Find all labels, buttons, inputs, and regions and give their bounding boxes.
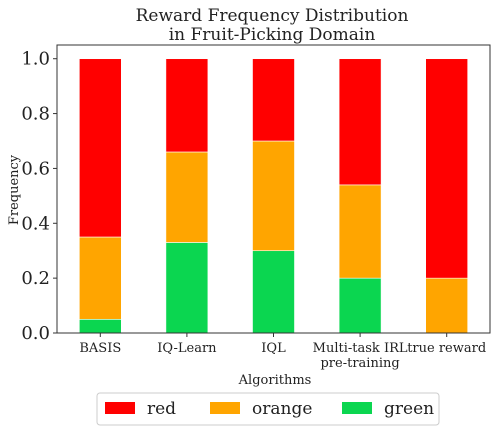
bar-orange-0 — [79, 236, 122, 320]
chart-title: Reward Frequency Distribution in Fruit-Pi… — [136, 6, 409, 45]
bar-orange-3 — [338, 184, 382, 279]
y-tick-label: 0.2 — [21, 268, 50, 289]
bar-green-3 — [338, 277, 382, 334]
x-axis-label: Algorithms — [238, 373, 312, 388]
bar-green-1 — [165, 242, 209, 334]
y-tick-label: 0.4 — [21, 213, 50, 234]
bar-orange-2 — [252, 140, 295, 252]
bar-red-3 — [338, 58, 382, 186]
bar-red-2 — [252, 58, 295, 142]
bar-orange-4 — [425, 277, 469, 334]
x-tick-label: true reward — [407, 341, 486, 356]
legend-label-red: red — [147, 399, 176, 419]
legend-swatch-red — [105, 402, 135, 414]
x-tick-label: IQ-Learn — [157, 341, 217, 356]
legend: red orange green — [96, 392, 440, 426]
x-tick-label: Multi-task IRL pre-training — [313, 341, 408, 371]
bar-orange-1 — [165, 151, 209, 243]
bar-green-2 — [252, 250, 295, 334]
x-tick-label: IQL — [261, 341, 286, 356]
y-tick-label: 0.6 — [21, 158, 50, 179]
y-tick-label: 0.0 — [21, 323, 50, 344]
plot-area: BASIS IQ-Learn IQL Multi-task IRL pre-traini… — [21, 44, 491, 371]
bar-red-1 — [165, 58, 209, 153]
y-tick-label: 0.8 — [21, 104, 50, 125]
bar-green-0 — [79, 318, 122, 334]
legend-swatch-orange — [210, 402, 240, 414]
legend-box — [96, 392, 440, 426]
bar-red-0 — [79, 58, 122, 238]
legend-swatch-green — [342, 402, 372, 414]
x-tick-label: BASIS — [79, 341, 121, 356]
legend-label-orange: orange — [252, 399, 312, 419]
bar-red-4 — [425, 58, 469, 279]
y-tick-label: 1.0 — [21, 49, 50, 70]
y-axis-label: Frequency — [7, 154, 22, 225]
axes-frame — [56, 44, 491, 334]
legend-label-green: green — [384, 399, 434, 419]
